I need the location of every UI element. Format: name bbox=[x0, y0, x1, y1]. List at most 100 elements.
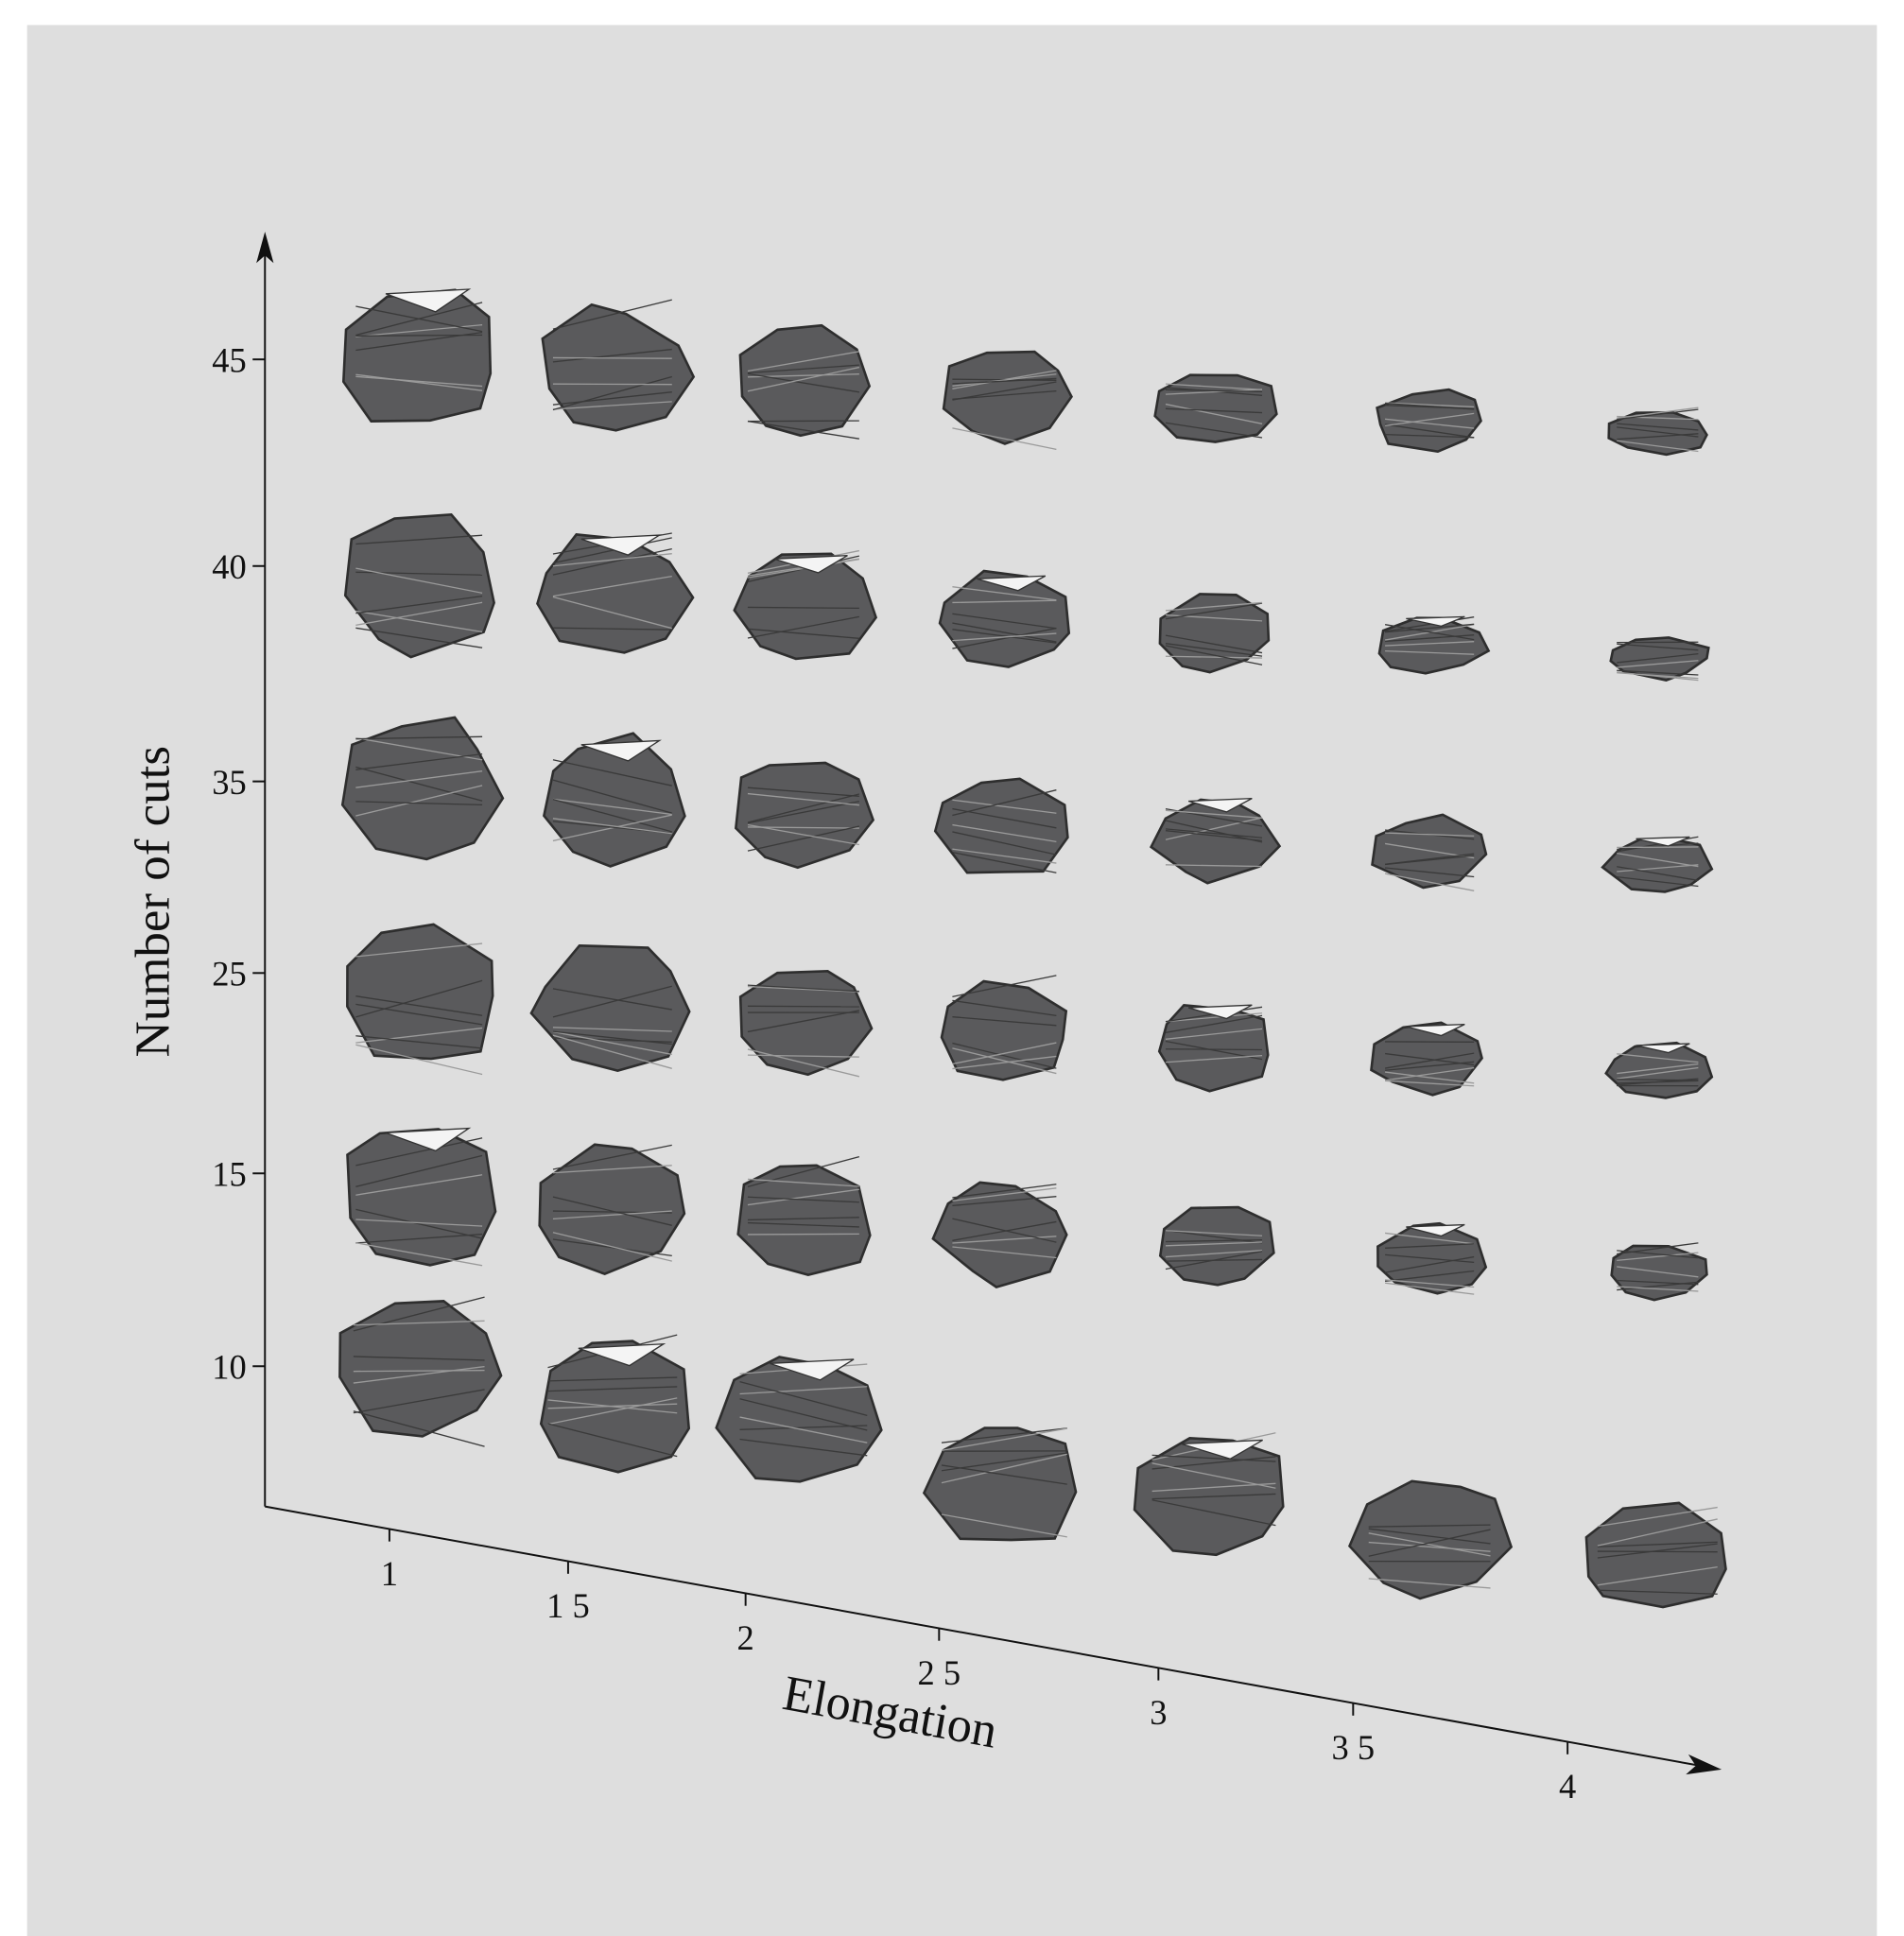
facet-line bbox=[1165, 1251, 1263, 1270]
facet-line bbox=[1597, 1506, 1718, 1528]
facet-line bbox=[355, 942, 483, 958]
facet-line bbox=[1384, 424, 1475, 439]
highlight bbox=[770, 1358, 855, 1381]
facet-line bbox=[952, 1042, 1057, 1069]
facet-line bbox=[1617, 852, 1699, 868]
facet-line bbox=[1165, 1241, 1263, 1247]
facet-line bbox=[1165, 389, 1263, 395]
facet-line bbox=[552, 1030, 672, 1046]
facet-line bbox=[355, 1233, 483, 1244]
particle bbox=[1157, 1003, 1270, 1093]
facet-line bbox=[952, 1196, 1057, 1207]
facet-line bbox=[739, 1438, 868, 1457]
facet-line bbox=[1617, 842, 1699, 851]
facet-line bbox=[952, 381, 1057, 401]
facet-line bbox=[355, 627, 483, 648]
facet-line bbox=[1597, 1565, 1718, 1586]
particle bbox=[1610, 1244, 1708, 1302]
facet-line bbox=[747, 826, 859, 829]
particle bbox=[942, 350, 1073, 445]
facet-line bbox=[552, 391, 672, 406]
facet-line bbox=[1165, 1014, 1263, 1033]
facet-line bbox=[747, 1217, 859, 1221]
particle bbox=[1347, 1479, 1514, 1600]
facet-line bbox=[355, 801, 483, 806]
facet-line bbox=[1165, 817, 1263, 840]
facet-line bbox=[952, 627, 1057, 649]
y-tick-label: 35 bbox=[212, 763, 246, 802]
facet-line bbox=[355, 375, 483, 388]
facet-line bbox=[1385, 418, 1475, 429]
facet-line bbox=[747, 364, 859, 374]
facet-line bbox=[952, 999, 1057, 1016]
particle bbox=[538, 1143, 686, 1276]
facet-line bbox=[355, 735, 483, 740]
x-tick-label: 1 5 bbox=[546, 1586, 590, 1625]
particle bbox=[346, 923, 494, 1061]
facet-line bbox=[1151, 1462, 1276, 1489]
facet-line bbox=[1385, 1061, 1475, 1071]
facet-line bbox=[353, 1410, 485, 1447]
facet-line bbox=[1384, 412, 1475, 427]
facet-line bbox=[552, 553, 672, 567]
facet-line bbox=[747, 786, 859, 797]
facet-line bbox=[747, 792, 859, 806]
facet-line bbox=[1617, 1066, 1699, 1080]
x-arrow bbox=[1686, 1754, 1722, 1775]
panel bbox=[26, 25, 1878, 1936]
particle bbox=[940, 979, 1068, 1081]
facet-line bbox=[747, 606, 859, 610]
facet-line bbox=[552, 798, 672, 816]
facet-line bbox=[1165, 407, 1263, 414]
facet-line bbox=[355, 766, 483, 802]
facet-line bbox=[547, 1423, 678, 1458]
facet-line bbox=[747, 420, 859, 440]
facet-line bbox=[952, 831, 1057, 856]
facet-line bbox=[1165, 1048, 1263, 1051]
facet-line bbox=[355, 1044, 483, 1076]
facet-line bbox=[1385, 1279, 1475, 1288]
facet-line bbox=[353, 1356, 485, 1361]
facet-line bbox=[1385, 867, 1475, 878]
facet-line bbox=[355, 331, 483, 352]
facet-line bbox=[941, 1453, 1067, 1484]
facet-line bbox=[1368, 1532, 1491, 1557]
facet-line bbox=[747, 801, 859, 824]
particle bbox=[542, 732, 686, 868]
facet-line bbox=[552, 985, 672, 1018]
facet-line bbox=[1151, 1493, 1276, 1500]
facet-line bbox=[747, 793, 860, 823]
facet-line bbox=[1385, 640, 1475, 647]
facet-line bbox=[552, 1238, 672, 1257]
facet-line bbox=[1385, 433, 1475, 439]
facet-line bbox=[1617, 643, 1699, 651]
facet-line bbox=[552, 356, 672, 359]
facet-line bbox=[952, 848, 1057, 864]
facet-line bbox=[355, 979, 483, 1018]
facet-line bbox=[1368, 1529, 1491, 1557]
y-axis-label: Number of cuts bbox=[126, 746, 181, 1058]
facet-line bbox=[353, 1389, 485, 1414]
facet-line bbox=[747, 351, 859, 372]
facet-line bbox=[552, 537, 672, 564]
facet-line bbox=[952, 586, 1057, 601]
facet-line bbox=[355, 1219, 483, 1227]
highlight bbox=[977, 575, 1047, 592]
facet-line bbox=[1368, 1528, 1491, 1545]
x-tick-label: 4 bbox=[1559, 1767, 1576, 1806]
facet-line bbox=[1617, 1250, 1699, 1259]
facet-line bbox=[1617, 1053, 1699, 1063]
facet-line bbox=[747, 1196, 859, 1203]
facet-line bbox=[747, 1233, 859, 1236]
highlight bbox=[1187, 1004, 1253, 1020]
facet-line bbox=[353, 1320, 485, 1326]
particle bbox=[922, 1426, 1078, 1542]
facet-line bbox=[1165, 389, 1263, 393]
y-tick-label: 40 bbox=[212, 547, 246, 586]
facet-line bbox=[552, 348, 672, 363]
facet-line bbox=[747, 1048, 860, 1078]
facet-line bbox=[1617, 1252, 1699, 1262]
facet-line bbox=[747, 1155, 860, 1188]
facet-line bbox=[1617, 423, 1699, 431]
facet-line bbox=[547, 1376, 678, 1382]
